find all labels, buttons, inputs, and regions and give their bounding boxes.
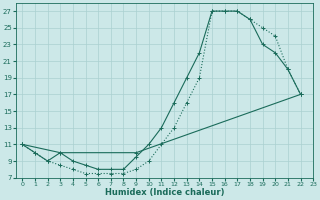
X-axis label: Humidex (Indice chaleur): Humidex (Indice chaleur): [105, 188, 224, 197]
